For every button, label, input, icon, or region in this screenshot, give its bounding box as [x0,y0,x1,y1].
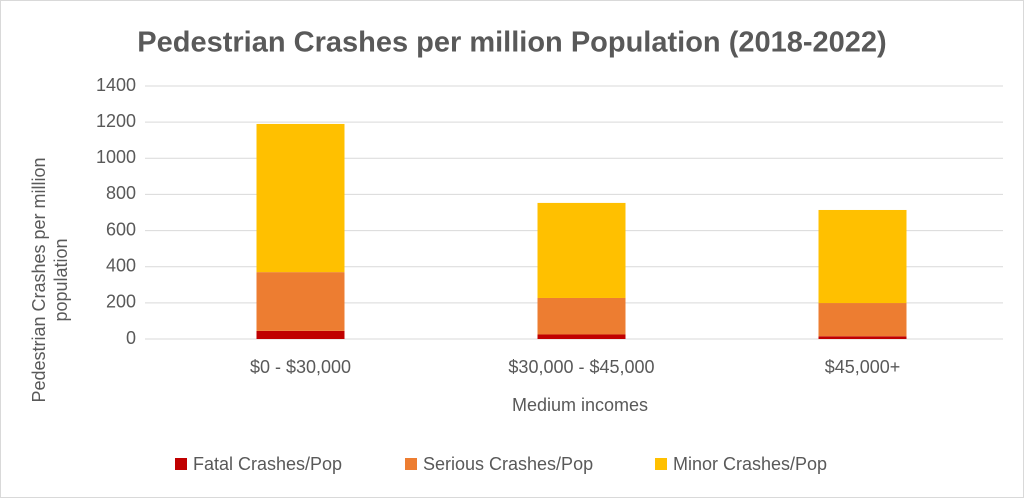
y-tick-label: 400 [106,255,136,275]
y-axis-label: Pedestrian Crashes per million [29,157,49,402]
bar-segment [818,303,907,337]
x-tick-label: $0 - $30,000 [250,357,351,377]
bar-segment [818,336,907,339]
bar-segment [818,209,907,304]
x-axis-label: Medium incomes [512,395,648,415]
legend-label: Minor Crashes/Pop [673,454,827,474]
y-tick-label: 800 [106,183,136,203]
y-tick-label: 200 [106,292,136,312]
legend-swatch [655,458,667,470]
y-tick-label: 1400 [96,75,136,95]
x-tick-label: $30,000 - $45,000 [508,357,654,377]
y-tick-label: 600 [106,219,136,239]
y-tick-label: 1200 [96,111,136,131]
bar-segment [256,330,345,339]
bar-segment [256,123,345,273]
bar-segment [537,334,626,339]
bar-segment [537,297,626,335]
y-tick-label: 0 [126,328,136,348]
chart-title: Pedestrian Crashes per million Populatio… [137,27,886,59]
y-axis-label: population [51,238,71,321]
legend-label: Fatal Crashes/Pop [193,454,342,474]
bar-segment [256,272,345,331]
legend-label: Serious Crashes/Pop [423,454,593,474]
x-tick-label: $45,000+ [825,357,901,377]
legend-swatch [405,458,417,470]
bar-segment [537,202,626,298]
y-tick-label: 1000 [96,147,136,167]
legend-swatch [175,458,187,470]
